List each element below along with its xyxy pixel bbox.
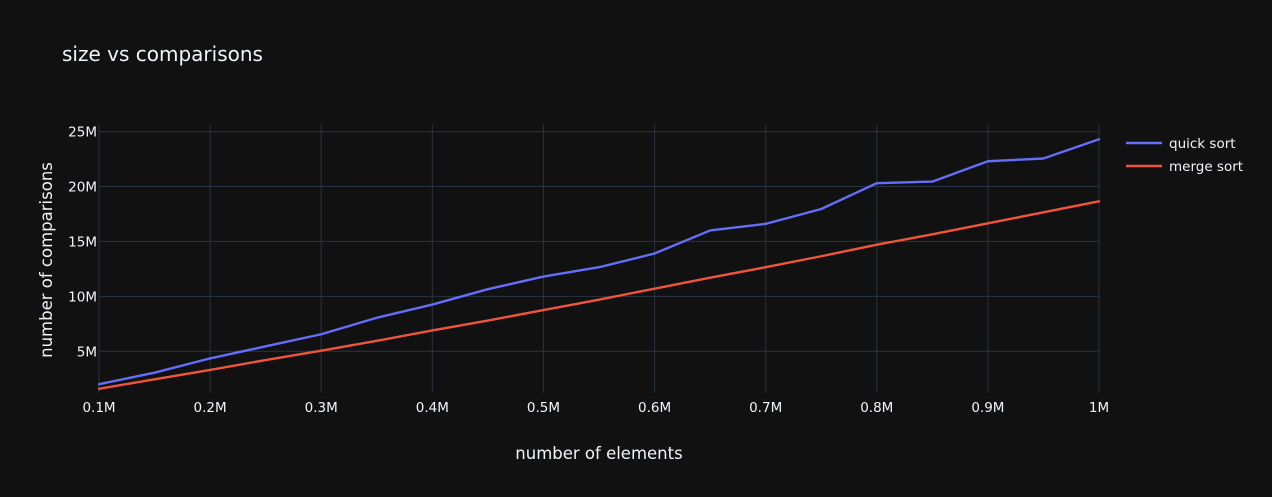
x-tick-label: 0.4M — [416, 400, 449, 416]
x-tick-label: 0.7M — [749, 400, 782, 416]
y-tick-label: 20M — [68, 180, 97, 196]
x-tick-label: 0.1M — [82, 400, 115, 416]
legend-item-merge-sort[interactable]: merge sort — [1126, 159, 1243, 175]
x-tick-label: 0.9M — [971, 400, 1004, 416]
legend: quick sort merge sort — [1126, 136, 1243, 175]
x-axis-ticks: 0.1M 0.2M 0.3M 0.4M 0.5M 0.6M 0.7M 0.8M 0.9M 1M — [82, 400, 1109, 416]
x-tick-label: 0.2M — [194, 400, 227, 416]
series-lines — [97, 138, 1101, 391]
x-tick-label: 1M — [1089, 400, 1109, 416]
y-axis-title: number of comparisons — [37, 162, 56, 358]
x-tick-label: 0.5M — [527, 400, 560, 416]
y-axis-ticks: 5M 10M 15M 20M 25M — [68, 125, 97, 361]
y-tick-label: 25M — [68, 125, 97, 141]
gridlines — [98, 125, 1100, 393]
y-tick-label: 5M — [77, 344, 97, 360]
y-tick-label: 10M — [68, 289, 97, 305]
x-axis-title: number of elements — [515, 444, 682, 463]
series-line-quick-sort — [97, 138, 1101, 386]
legend-label: merge sort — [1169, 159, 1243, 175]
legend-label: quick sort — [1169, 136, 1236, 152]
series-line-merge-sort — [97, 200, 1101, 391]
y-tick-label: 15M — [68, 234, 97, 250]
x-tick-label: 0.8M — [860, 400, 893, 416]
legend-item-quick-sort[interactable]: quick sort — [1126, 136, 1236, 152]
chart-title: size vs comparisons — [62, 42, 263, 66]
x-tick-label: 0.6M — [638, 400, 671, 416]
x-tick-label: 0.3M — [305, 400, 338, 416]
